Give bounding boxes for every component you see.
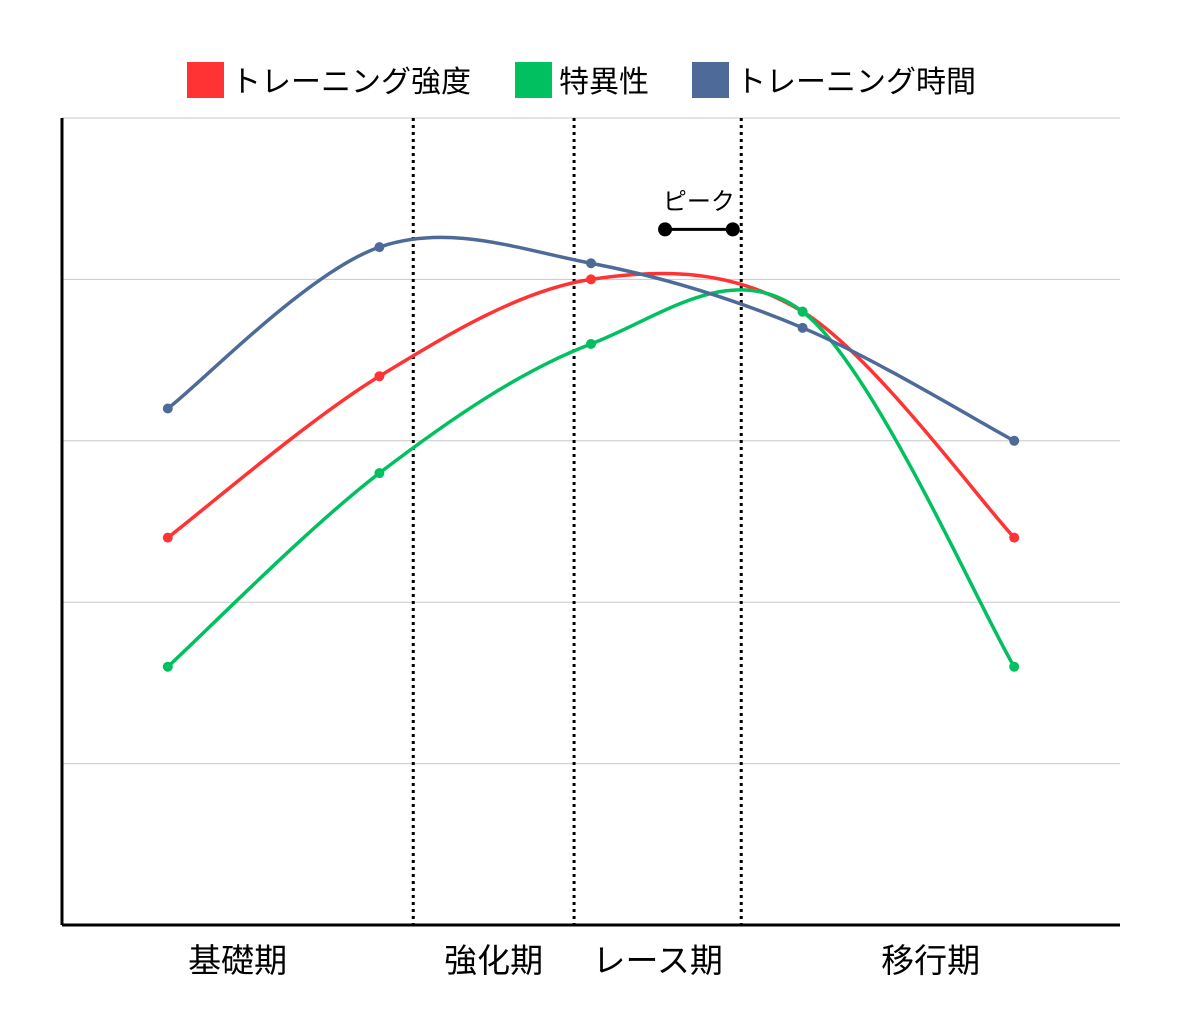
gridlines — [62, 117, 1120, 765]
data-point — [586, 258, 596, 269]
data-point — [1009, 435, 1020, 446]
data-point — [1009, 661, 1020, 672]
legend-label: トレーニング時間 — [736, 65, 976, 100]
peak-annotation: ピーク — [658, 187, 740, 237]
data-point — [797, 306, 808, 317]
data-point — [797, 322, 808, 333]
series-line-2 — [166, 288, 1016, 669]
phase-label: レース期 — [592, 941, 722, 980]
peak-end-marker — [725, 222, 740, 237]
phase-label: 強化期 — [444, 941, 543, 980]
data-point — [162, 532, 173, 543]
legend-label: 特異性 — [559, 65, 649, 100]
data-point — [162, 403, 173, 414]
data-point — [374, 371, 385, 382]
peak-start-marker — [658, 222, 673, 237]
series-line-1 — [166, 271, 1016, 540]
data-point — [586, 274, 596, 285]
legend-swatch — [187, 62, 224, 98]
data-point — [374, 242, 385, 253]
phase-labels: 基礎期 強化期 レース期 移行期 — [188, 941, 980, 980]
data-point — [586, 338, 596, 349]
phase-label: 基礎期 — [188, 941, 287, 980]
data-point — [374, 468, 385, 479]
phase-dividers — [411, 118, 743, 925]
peak-label: ピーク — [663, 187, 735, 215]
phase-label: 移行期 — [881, 941, 980, 980]
data-point — [162, 661, 173, 672]
legend-swatch — [692, 62, 729, 98]
series-group — [162, 235, 1020, 672]
axes — [60, 118, 1120, 927]
legend-label: トレーニング強度 — [231, 65, 471, 100]
legend: トレーニング強度 特異性 トレーニング時間 — [187, 62, 976, 100]
legend-swatch — [515, 62, 552, 98]
data-point — [1009, 532, 1020, 543]
